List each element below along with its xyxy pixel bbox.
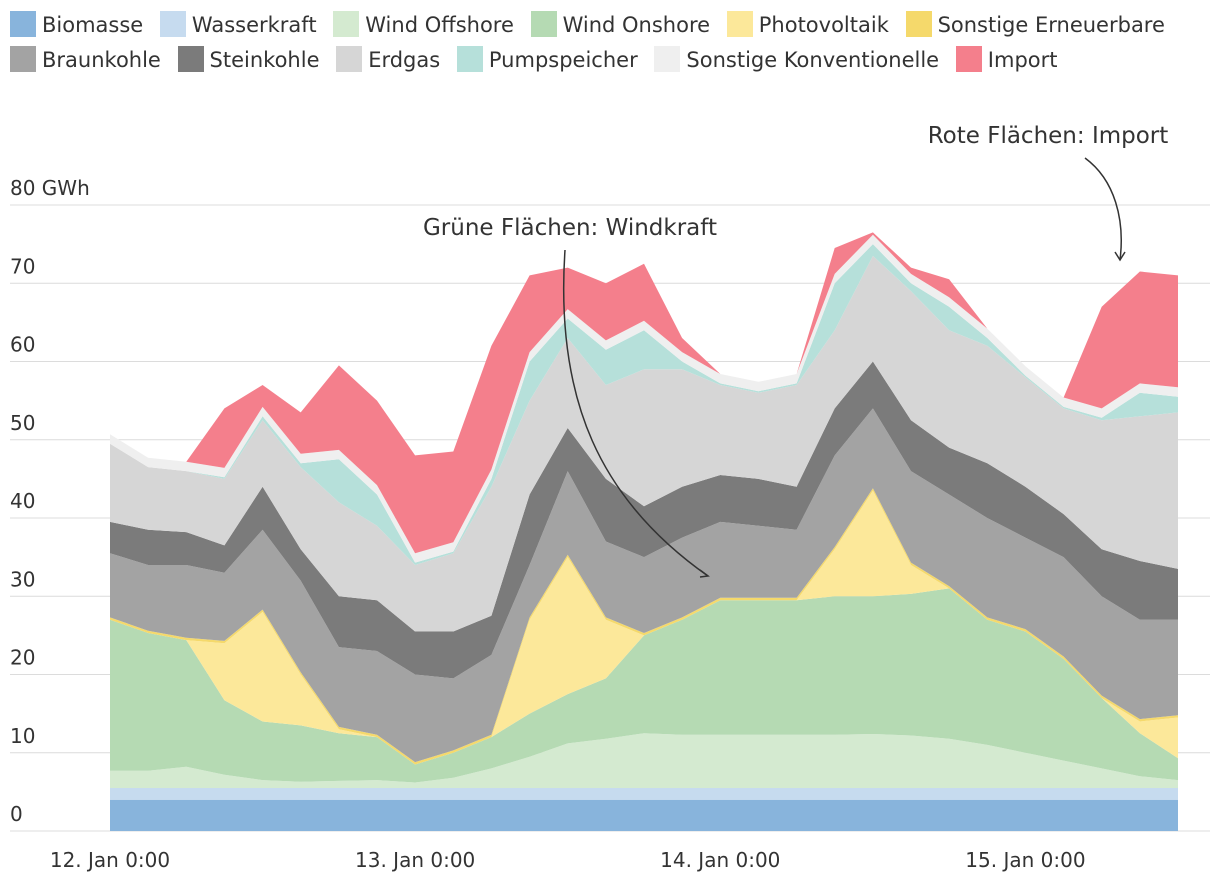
area — [110, 588, 1178, 783]
legend-item: Photovoltaik — [726, 11, 889, 37]
area — [110, 733, 1178, 788]
legend-item: Wasserkraft — [159, 11, 317, 37]
y-tick-label: 60 — [10, 333, 35, 357]
legend-swatch — [905, 11, 932, 37]
x-tick-label: 14. Jan 0:00 — [660, 848, 780, 872]
legend-swatch — [177, 46, 204, 72]
x-tick-label: 13. Jan 0:00 — [355, 848, 475, 872]
legend-swatch — [333, 11, 360, 37]
legend-swatch — [10, 46, 36, 72]
y-tick-label: 0 — [10, 802, 23, 826]
y-tick-label: 80 GWh — [10, 176, 90, 200]
area — [110, 788, 1178, 800]
arrow-head — [1114, 251, 1126, 262]
legend-label: Import — [987, 48, 1058, 72]
arrow-head — [699, 569, 710, 578]
legend-label: Sonstige Erneuerbare — [937, 13, 1165, 37]
legend-label: Braunkohle — [42, 48, 161, 72]
y-tick-label: 70 — [10, 254, 35, 278]
legend-swatch — [159, 11, 186, 37]
legend-item: Erdgas — [336, 46, 441, 72]
area — [110, 255, 1178, 632]
area — [110, 408, 1178, 763]
legend-label: Wind Onshore — [562, 13, 711, 37]
area — [110, 799, 1178, 831]
labels: 0 10 20 30 40 50 60 70 80 GWh 12. Jan 0:00 13. Jan… — [10, 176, 1086, 872]
legend-item: Import — [955, 46, 1058, 72]
legend-label: Biomasse — [42, 13, 144, 37]
legend-label: Wind Offshore — [365, 13, 514, 37]
area — [110, 232, 1178, 554]
x-tick-label: 12. Jan 0:00 — [50, 848, 170, 872]
annotation: Rote Flächen: Import — [928, 123, 1169, 149]
y-tick-label: 30 — [10, 567, 35, 591]
legend-swatch — [726, 11, 753, 37]
arrow — [562, 249, 709, 577]
y-tick-label: 20 — [10, 646, 35, 670]
x-tick-label: 15. Jan 0:00 — [965, 848, 1085, 872]
areas — [110, 232, 1178, 831]
legend-swatch — [336, 46, 363, 72]
arrow — [1084, 157, 1122, 261]
legend-swatch — [654, 46, 681, 72]
y-tick-label: 10 — [10, 724, 35, 748]
legend-item: Pumpspeicher — [456, 46, 638, 72]
y-tick-label: 40 — [10, 489, 35, 513]
legend-label: Wasserkraft — [191, 13, 317, 37]
legend-swatch — [456, 46, 483, 72]
legend-item: Wind Offshore — [333, 11, 514, 37]
legend-item: Sonstige Konventionelle — [654, 46, 940, 72]
legend-swatch — [530, 11, 557, 37]
legend-label: Sonstige Konventionelle — [686, 48, 940, 72]
legend-item: Biomasse — [10, 11, 144, 37]
legend-label: Photovoltaik — [758, 13, 889, 37]
y-tick-label: 50 — [10, 411, 35, 435]
legend-item: Steinkohle — [177, 46, 320, 72]
legend-label: Pumpspeicher — [488, 48, 638, 72]
legend-item: Wind Onshore — [530, 11, 711, 37]
legend-swatch — [10, 11, 36, 37]
legend-item: Braunkohle — [10, 46, 161, 72]
legend-item: Sonstige Erneuerbare — [905, 11, 1165, 37]
legend-swatch — [955, 46, 982, 72]
legend-label: Steinkohle — [209, 48, 320, 72]
legend-label: Erdgas — [368, 48, 441, 72]
legend: Biomasse Wasserkraft Wind Offshore Wind … — [10, 8, 1210, 78]
annotation: Grüne Flächen: Windkraft — [423, 215, 717, 241]
